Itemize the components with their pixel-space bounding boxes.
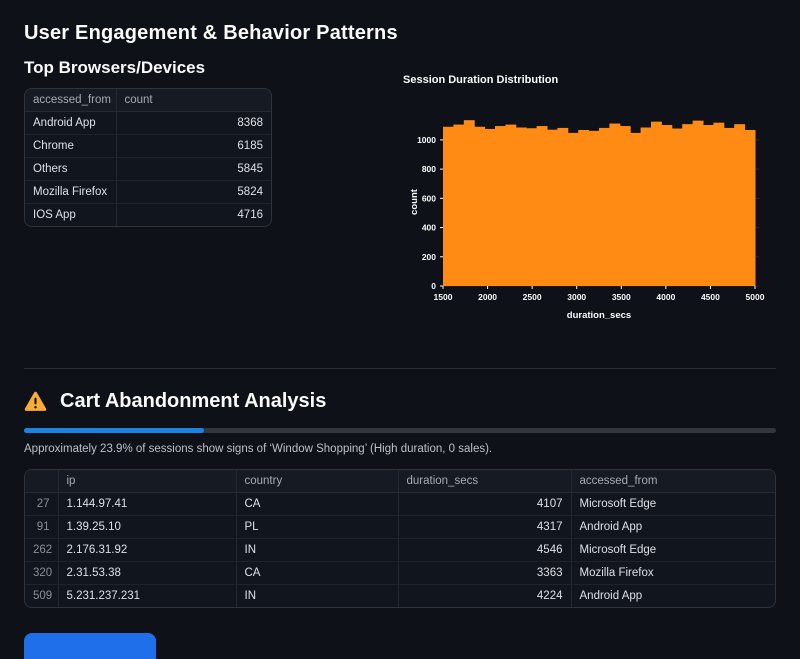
svg-text:5000: 5000 — [746, 292, 765, 302]
table-cell[interactable]: 1.144.97.41 — [57, 492, 236, 516]
table-cell[interactable]: 27 — [25, 492, 58, 516]
abandonment-table[interactable]: ip country duration_secs accessed_from 27 1.1… — [24, 469, 776, 608]
table-cell[interactable]: 262 — [25, 538, 58, 562]
table-row: IOS App 4716 — [25, 203, 271, 226]
svg-text:4000: 4000 — [656, 292, 675, 302]
table-cell[interactable]: 5845 — [115, 157, 271, 181]
table-row: 27 1.144.97.41 CA 4107 Microsoft Edge — [25, 492, 775, 516]
table-cell[interactable]: Android App — [570, 584, 775, 607]
table-row: Others 5845 — [25, 157, 271, 181]
table-cell[interactable]: IN — [235, 584, 398, 607]
svg-text:400: 400 — [422, 223, 436, 233]
table-row: 509 5.231.237.231 IN 4224 Android App — [25, 584, 775, 607]
table-cell[interactable]: Mozilla Firefox — [25, 180, 116, 204]
table-cell[interactable]: 4224 — [397, 584, 571, 607]
table-cell[interactable]: Microsoft Edge — [570, 492, 775, 516]
table-cell[interactable]: 1.39.25.10 — [57, 515, 236, 539]
table-row: Android App 8368 — [25, 111, 271, 135]
table-cell[interactable]: 2.176.31.92 — [57, 538, 236, 562]
table-cell[interactable]: 320 — [25, 561, 58, 585]
session-duration-chart: Session Duration Distribution 0 200 400 600… — [395, 66, 795, 330]
table-cell[interactable]: 5824 — [115, 180, 271, 204]
column-header[interactable] — [25, 470, 58, 493]
column-header[interactable]: accessed_from — [570, 470, 775, 493]
svg-text:1500: 1500 — [434, 292, 453, 302]
table-cell[interactable]: 2.31.53.38 — [57, 561, 236, 585]
section-title-browsers: Top Browsers/Devices — [24, 58, 206, 77]
partial-blue-element[interactable] — [24, 633, 156, 659]
table-cell[interactable]: 4317 — [397, 515, 571, 539]
svg-text:3500: 3500 — [612, 292, 631, 302]
column-header[interactable]: count — [115, 89, 271, 112]
table-cell[interactable]: IN — [235, 538, 398, 562]
page-title: User Engagement & Behavior Patterns — [24, 22, 398, 44]
abandonment-progress-bar — [24, 428, 776, 433]
table-cell[interactable]: 509 — [33, 590, 53, 602]
table-cell[interactable]: Android App — [25, 111, 116, 135]
table-cell[interactable]: 3363 — [397, 561, 571, 585]
abandonment-progress-fill — [24, 428, 204, 433]
column-header[interactable]: country — [235, 470, 398, 493]
table-cell[interactable]: 4107 — [397, 492, 571, 516]
cart-section-title: Cart Abandonment Analysis — [60, 390, 327, 412]
table-cell[interactable]: Mozilla Firefox — [570, 561, 775, 585]
table-cell[interactable]: PL — [235, 515, 398, 539]
warning-icon — [24, 391, 47, 411]
column-header[interactable]: accessed_from — [25, 89, 116, 112]
svg-text:200: 200 — [422, 252, 436, 262]
table-cell[interactable]: CA — [235, 492, 398, 516]
table-row: Chrome 6185 — [25, 134, 271, 158]
y-axis-label: count — [409, 188, 420, 215]
table-cell[interactable]: Android App — [570, 515, 775, 539]
table-cell[interactable]: Chrome — [25, 134, 116, 158]
section-divider — [24, 368, 776, 369]
svg-text:600: 600 — [422, 193, 436, 203]
chart-title: Session Duration Distribution — [403, 74, 559, 86]
table-cell[interactable]: IOS App — [33, 209, 76, 221]
table-row: Mozilla Firefox 5824 — [25, 180, 271, 204]
table-row: 320 2.31.53.38 CA 3363 Mozilla Firefox — [25, 561, 775, 585]
table-cell[interactable]: 6185 — [115, 134, 271, 158]
cart-section-header: Cart Abandonment Analysis — [24, 390, 326, 413]
table-cell[interactable]: Microsoft Edge — [570, 538, 775, 562]
column-header[interactable]: ip — [57, 470, 236, 493]
table-cell[interactable]: 4716 — [115, 203, 271, 226]
histogram-svg: 0 200 400 600 800 1000 1500 2000 2500 3000 3500 400… — [409, 120, 765, 321]
svg-text:3000: 3000 — [567, 292, 586, 302]
table-cell[interactable]: 91 — [25, 515, 58, 539]
table-row: 262 2.176.31.92 IN 4546 Microsoft Edge — [25, 538, 775, 562]
table-cell[interactable]: 5.231.237.231 — [57, 584, 236, 607]
svg-text:1000: 1000 — [417, 135, 436, 145]
table-cell[interactable]: 8368 — [115, 111, 271, 135]
table-cell[interactable]: 4546 — [397, 538, 571, 562]
browsers-table[interactable]: accessed_from count Android App 8368 Chrome 6… — [24, 88, 272, 227]
table-cell[interactable]: CA — [235, 561, 398, 585]
svg-text:2000: 2000 — [478, 292, 497, 302]
svg-text:4500: 4500 — [701, 292, 720, 302]
column-header[interactable]: duration_secs — [397, 470, 571, 493]
svg-text:2500: 2500 — [523, 292, 542, 302]
svg-text:800: 800 — [422, 164, 436, 174]
x-axis-label: duration_secs — [567, 310, 631, 321]
abandonment-caption: Approximately 23.9% of sessions show sig… — [24, 443, 493, 455]
svg-text:0: 0 — [431, 281, 436, 291]
table-row: 91 1.39.25.10 PL 4317 Android App — [25, 515, 775, 539]
table-cell[interactable]: Others — [25, 157, 116, 181]
